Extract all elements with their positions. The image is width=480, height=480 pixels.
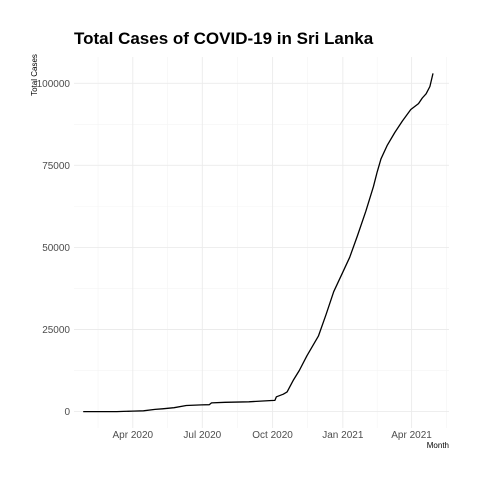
x-tick-label: Jul 2020	[183, 430, 221, 441]
y-tick-label: 0	[64, 407, 70, 418]
y-tick-label: 75000	[42, 161, 70, 172]
x-axis-label: Month	[427, 441, 449, 450]
x-axis-ticks: Apr 2020 Jul 2020 Oct 2020 Jan 2021 Apr 2021	[113, 430, 433, 441]
x-tick-label: Apr 2020	[113, 430, 154, 441]
y-tick-label: 50000	[42, 243, 70, 254]
x-tick-label: Oct 2020	[252, 430, 293, 441]
x-tick-label: Jan 2021	[322, 430, 364, 441]
y-tick-label: 100000	[37, 79, 71, 90]
grid	[74, 57, 449, 428]
y-tick-label: 25000	[42, 325, 70, 336]
x-tick-label: Apr 2021	[391, 430, 432, 441]
chart-title: Total Cases of COVID-19 in Sri Lanka	[74, 29, 374, 48]
y-axis-ticks: 0 25000 50000 75000 100000	[37, 79, 71, 418]
